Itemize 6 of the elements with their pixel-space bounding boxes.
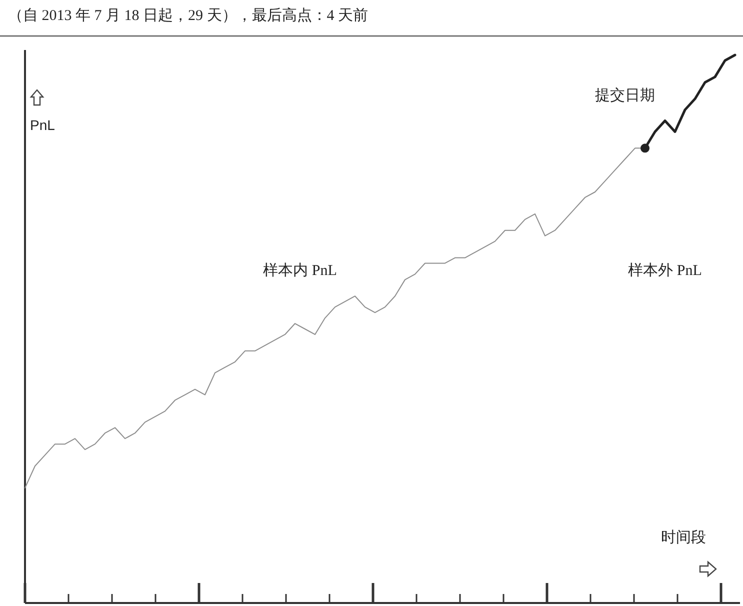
annotation: 提交日期: [595, 87, 655, 104]
annotation: 样本外 PnL: [628, 262, 702, 279]
x-axis-title: 时间段: [661, 529, 706, 546]
chart-title: （自 2013 年 7 月 18 日起，29 天），最后高点：4 天前: [8, 7, 368, 24]
annotation: 样本内 PnL: [263, 262, 337, 279]
y-axis-title: PnL: [30, 117, 56, 133]
